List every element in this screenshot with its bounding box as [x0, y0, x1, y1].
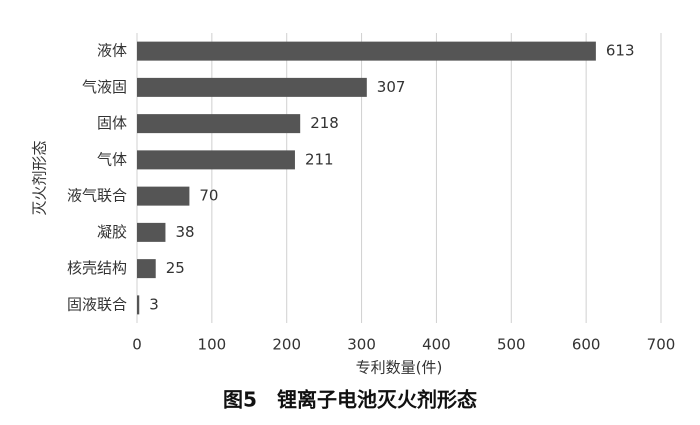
x-tick-label: 100 [198, 336, 227, 354]
data-label: 211 [305, 150, 334, 168]
bar [137, 186, 190, 206]
y-tick-label: 气体 [97, 150, 127, 168]
y-tick-label: 液体 [97, 42, 127, 60]
data-label: 38 [175, 223, 194, 241]
x-tick-label: 600 [572, 336, 601, 354]
data-label: 613 [606, 42, 635, 60]
bar [137, 41, 596, 61]
bar [137, 259, 156, 279]
x-tick-label: 0 [132, 336, 142, 354]
x-tick-label: 300 [347, 336, 376, 354]
data-label: 307 [377, 78, 406, 96]
y-axis-label: 灭火剂形态 [31, 140, 49, 215]
x-tick-label: 200 [272, 336, 301, 354]
bar [137, 77, 367, 97]
x-tick-label: 500 [497, 336, 526, 354]
bar [137, 222, 166, 242]
y-tick-label: 固液联合 [67, 295, 127, 313]
y-tick-label: 气液固 [82, 78, 127, 96]
data-label: 25 [166, 259, 185, 277]
data-label: 3 [149, 295, 159, 313]
data-label: 218 [310, 114, 339, 132]
bar [137, 114, 301, 134]
y-tick-label: 核壳结构 [67, 259, 127, 277]
bar [137, 150, 295, 170]
y-tick-label: 固体 [97, 114, 127, 132]
y-tick-label: 液气联合 [67, 187, 127, 205]
x-tick-label: 400 [422, 336, 451, 354]
y-tick-label: 凝胶 [97, 223, 127, 241]
bar [137, 295, 140, 315]
caption: 图5 锂离子电池灭火剂形态 [223, 388, 477, 412]
data-label: 70 [199, 187, 218, 205]
x-tick-label: 700 [647, 336, 676, 354]
x-axis-label: 专利数量(件) [356, 359, 443, 377]
